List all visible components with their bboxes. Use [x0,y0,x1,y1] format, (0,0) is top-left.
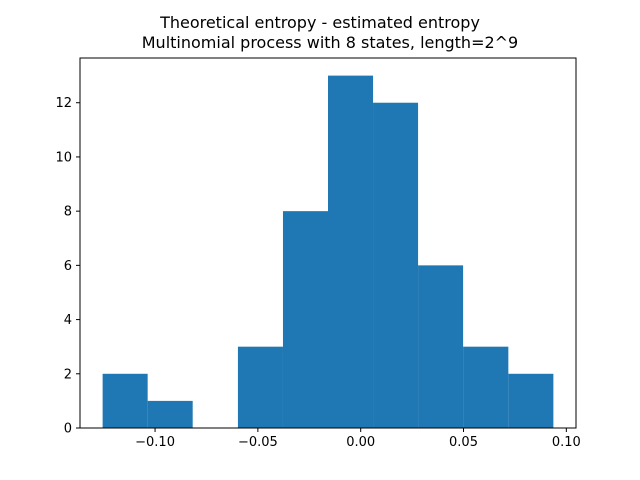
histogram-bar-5 [328,75,374,428]
y-tick-label-4: 8 [64,205,72,220]
plot-frame [79,57,577,429]
histogram-bar-7 [418,265,464,428]
x-tick-label-4: 0.10 [552,435,581,450]
y-tick-label-2: 4 [64,313,72,328]
x-tick-label-1: −0.05 [238,435,278,450]
histogram-bar-1 [147,400,193,428]
x-tick-label-2: 0.00 [346,435,375,450]
axes-group: −0.10 −0.05 0.00 0.05 0.10 0 2 4 6 8 10 12 [55,96,580,450]
histogram-bar-8 [463,346,509,428]
y-tick-label-1: 2 [64,367,72,382]
histogram-bar-4 [282,211,328,428]
y-tick-label-0: 0 [64,422,72,437]
histogram-bar-9 [508,373,554,428]
x-tick-label-3: 0.05 [449,435,478,450]
y-tick-label-3: 6 [64,259,72,274]
x-tick-label-0: −0.10 [135,435,175,450]
histogram-bar-0 [102,373,148,428]
histogram-bar-6 [373,102,419,428]
y-tick-label-5: 10 [55,150,72,165]
histogram-bar-3 [237,346,283,428]
y-tick-label-6: 12 [55,96,72,111]
chart-title-line-2: Multinomial process with 8 states, lengt… [142,33,518,52]
chart-title-line-1: Theoretical entropy - estimated entropy [159,13,480,32]
bars-group [102,75,554,428]
